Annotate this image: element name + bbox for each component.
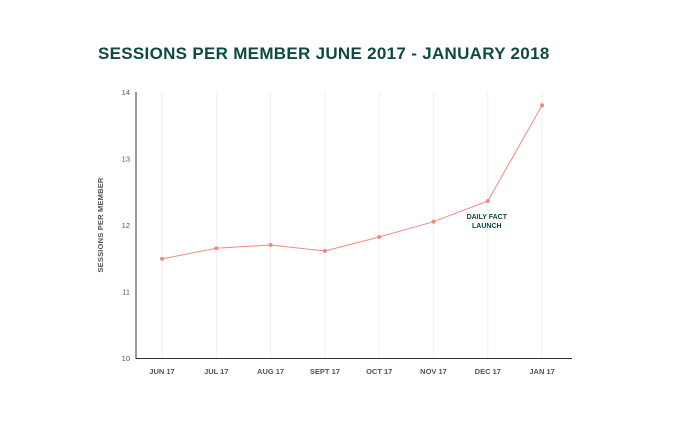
data-point <box>214 246 219 251</box>
data-point <box>540 103 545 108</box>
grid-lines <box>161 92 543 358</box>
x-tick-label: NOV 17 <box>420 367 447 376</box>
chart-title: SESSIONS PER MEMBER JUNE 2017 - JANUARY … <box>98 44 550 63</box>
x-tick-label: AUG 17 <box>257 367 284 376</box>
data-point <box>485 199 490 204</box>
annotation-text: DAILY FACT <box>467 214 508 221</box>
series-line <box>161 105 543 260</box>
x-tick-label: JUL 17 <box>204 367 228 376</box>
y-tick-labels: 10 11 12 13 14 <box>122 88 130 363</box>
y-tick-label: 11 <box>122 288 130 297</box>
data-point <box>268 242 273 247</box>
x-tick-labels: JUN 17 JUL 17 AUG 17 SEPT 17 OCT 17 NOV 17 DEC… <box>149 367 555 376</box>
y-axis-title: SESSIONS PER MEMBER <box>96 177 105 272</box>
x-tick-label: JUN 17 <box>149 367 174 376</box>
x-tick-label: SEPT 17 <box>310 367 340 376</box>
data-point <box>160 256 164 261</box>
x-tick-label: DEC 17 <box>475 367 501 376</box>
x-tick-label: OCT 17 <box>366 367 392 376</box>
x-tick-label: JAN 17 <box>529 367 554 376</box>
data-point <box>431 219 436 224</box>
annotation: DAILY FACT LAUNCH <box>467 214 508 230</box>
y-tick-label: 13 <box>122 155 130 164</box>
y-tick-label: 14 <box>122 88 130 97</box>
data-point <box>322 248 327 253</box>
data-point <box>377 234 382 239</box>
annotation-text: LAUNCH <box>472 223 502 230</box>
y-tick-label: 10 <box>122 354 130 363</box>
y-tick-label: 12 <box>122 221 130 230</box>
series-layer <box>160 103 545 261</box>
